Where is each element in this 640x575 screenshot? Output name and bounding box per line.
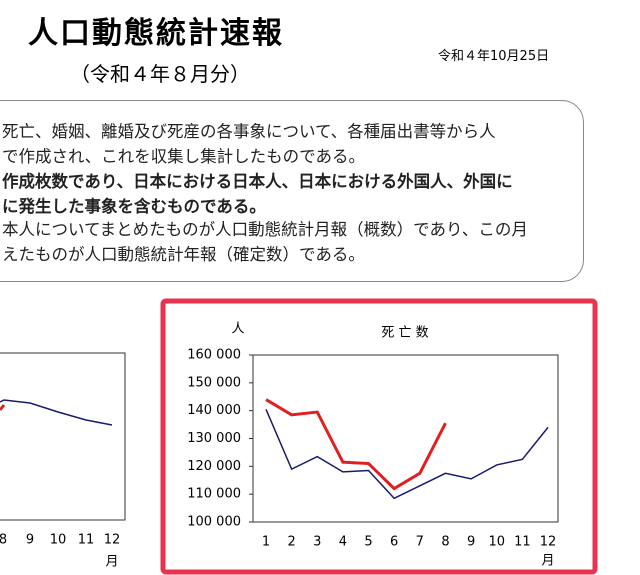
y-tick-label: 110 000 <box>187 487 241 502</box>
x-tick-label: 11 <box>78 533 95 548</box>
notice-line: で作成され、これを収集し集計したものである。 <box>2 147 365 166</box>
side-line <box>0 404 6 411</box>
highlight <box>160 298 598 575</box>
x-tick-label: 5 <box>364 535 372 550</box>
x-tick-label: 4 <box>339 535 347 550</box>
x-tick-label: 10 <box>488 535 505 550</box>
x-tick-label: 9 <box>26 533 34 548</box>
x-tick-label: 12 <box>540 535 557 550</box>
x-tick-label: 3 <box>313 535 321 550</box>
x-tick-label: 9 <box>467 535 475 550</box>
x-unit: 月 <box>541 554 554 569</box>
x-tick-label: 8 <box>441 535 449 550</box>
y-tick-label: 100 000 <box>187 515 241 530</box>
y-tick-label: 150 000 <box>187 375 241 390</box>
x-unit: 月 <box>105 555 118 570</box>
notice-line: 死亡、婚姻、離婚及び死産の各事象について、各種届出書等から人 <box>2 122 496 141</box>
x-tick-label: 8 <box>0 533 7 548</box>
x-tick-label: 11 <box>514 535 531 550</box>
date: 令和４年10月25日 <box>438 49 550 64</box>
y-tick-label: 130 000 <box>187 431 241 446</box>
subtitle: （令和４年８月分） <box>70 62 250 86</box>
notice-line: に発生した事象を含むものである。 <box>2 197 266 216</box>
title: 人口動態統計速報 <box>28 16 284 51</box>
x-tick-label: 7 <box>416 535 424 550</box>
y-tick-label: 160 000 <box>187 348 241 363</box>
side-line <box>0 399 113 426</box>
series-line <box>265 408 549 500</box>
y-tick-label: 140 000 <box>187 403 241 418</box>
side-plot <box>0 352 126 521</box>
x-tick-label: 10 <box>50 533 67 548</box>
notice-box <box>0 100 584 282</box>
x-tick-label: 6 <box>390 535 398 550</box>
x-tick-label: 2 <box>287 535 295 550</box>
y-unit: 人 <box>231 322 244 337</box>
notice-line: 作成枚数であり、日本における日本人、日本における外国人、外国に <box>2 172 513 191</box>
series-line <box>265 398 447 491</box>
notice-line: えたものが人口動態統計年報（確定数）である。 <box>2 245 365 264</box>
y-tick-label: 120 000 <box>187 459 241 474</box>
x-tick-label: 12 <box>104 533 121 548</box>
plot-frame <box>252 354 559 523</box>
notice-line: 本人についてまとめたものが人口動態統計月報（概数）であり、この月 <box>2 220 528 239</box>
x-tick-label: 1 <box>262 535 270 550</box>
chart-title: 死 亡 数 <box>381 326 428 341</box>
